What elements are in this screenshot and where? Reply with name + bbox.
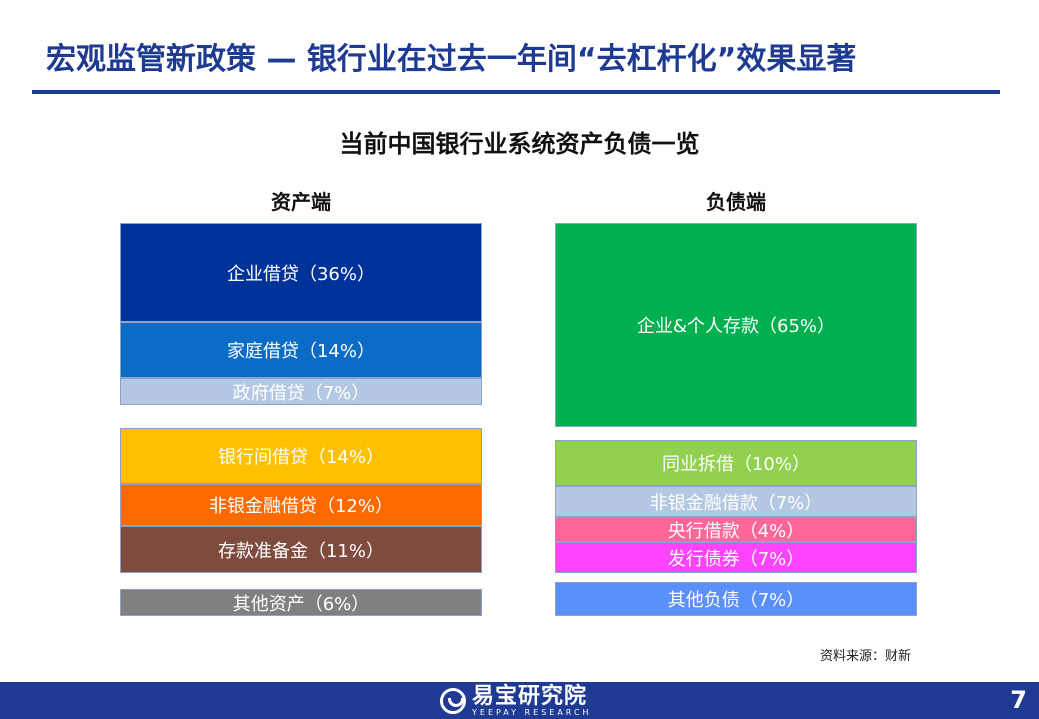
asset-block-government-loans: 政府借贷（7%） <box>120 378 482 405</box>
yeepay-logo-icon <box>440 688 466 714</box>
liabilities-heading: 负债端 <box>706 190 766 214</box>
liability-block-deposits: 企业&个人存款（65%） <box>555 223 917 427</box>
page-number: 7 <box>1010 686 1027 714</box>
chart-title: 当前中国银行业系统资产负债一览 <box>339 130 700 158</box>
asset-block-interbank-loans: 银行间借贷（14%） <box>120 428 482 484</box>
liability-block-interbank-borrowing: 同业拆借（10%） <box>555 440 917 486</box>
slide-title: 宏观监管新政策 — 银行业在过去一年间“去杠杆化”效果显著 <box>46 42 857 77</box>
asset-block-household-loans: 家庭借贷（14%） <box>120 322 482 378</box>
liability-block-bond-issuance: 发行债券（7%） <box>555 542 917 573</box>
source-note: 资料来源：财新 <box>820 649 912 664</box>
title-divider <box>32 90 1000 94</box>
footer-bar <box>0 682 1039 719</box>
asset-block-other-assets: 其他资产（6%） <box>120 589 482 616</box>
liability-block-nonbank-borrowing: 非银金融借款（7%） <box>555 486 917 517</box>
liability-block-central-bank-borrowing: 央行借款（4%） <box>555 517 917 542</box>
yeepay-logo: 易宝研究院 YEEPAY RESEARCH <box>440 684 592 718</box>
asset-block-reserves: 存款准备金（11%） <box>120 526 482 573</box>
assets-heading: 资产端 <box>271 190 331 214</box>
asset-block-nonbank-loans: 非银金融借贷（12%） <box>120 484 482 526</box>
asset-block-corporate-loans: 企业借贷（36%） <box>120 223 482 322</box>
logo-english: YEEPAY RESEARCH <box>472 707 592 717</box>
liability-block-other-liabilities: 其他负债（7%） <box>555 582 917 616</box>
logo-chinese: 易宝研究院 <box>472 683 588 709</box>
